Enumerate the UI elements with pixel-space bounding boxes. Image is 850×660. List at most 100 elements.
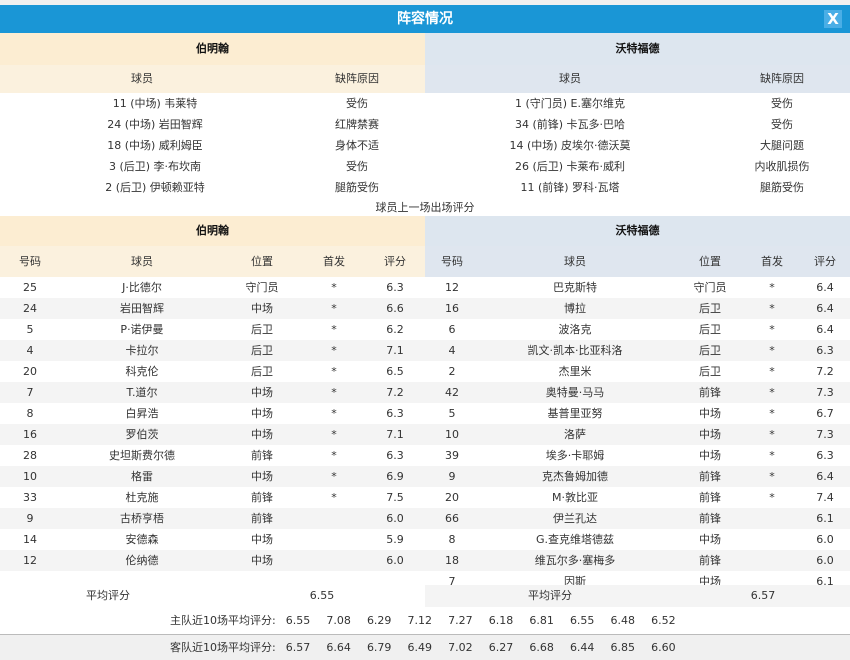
col-reason: 缺阵原因 xyxy=(760,72,804,85)
player-row: 8 G.查克维塔德兹 中场 6.0 xyxy=(425,529,850,550)
player-rating: 6.0 xyxy=(816,554,834,567)
last10-value: 6.60 xyxy=(651,641,676,654)
player-number: 8 xyxy=(26,407,34,420)
player-player: 安德森 xyxy=(125,533,159,546)
player-row: 5 P·诺伊曼 后卫 * 6.2 xyxy=(0,319,425,340)
player-number: 20 xyxy=(23,365,37,378)
last10-value: 6.55 xyxy=(569,614,595,627)
player-rating: 5.9 xyxy=(386,533,404,546)
col-number: 号码 xyxy=(441,255,463,268)
injured-player: 2 (后卫) 伊顿赖亚特 xyxy=(105,181,205,194)
player-starter: * xyxy=(769,281,775,294)
player-rating: 6.3 xyxy=(386,407,404,420)
last10-value: 6.27 xyxy=(488,641,514,654)
player-player: M·敦比亚 xyxy=(552,491,598,504)
player-row: 16 博拉 后卫 * 6.4 xyxy=(425,298,850,319)
player-number: 4 xyxy=(448,344,456,357)
player-starter: * xyxy=(331,344,337,357)
col-starter: 首发 xyxy=(761,255,783,268)
player-position: 中场 xyxy=(251,302,273,315)
player-number: 14 xyxy=(23,533,37,546)
injury-row: 26 (后卫) 卡莱布·威利 内收肌损伤 xyxy=(425,156,850,177)
player-row: 7 T.道尔 中场 * 7.2 xyxy=(0,382,425,403)
player-starter: * xyxy=(769,323,775,336)
last10-value: 6.57 xyxy=(285,641,311,654)
home-last10-row: 主队近10场平均评分: 6.55 7.08 6.29 7.12 7.27 6.18 6.81… xyxy=(0,607,850,635)
player-position: 守门员 xyxy=(245,281,279,294)
last10-value: 6.81 xyxy=(529,614,554,627)
player-rating: 6.2 xyxy=(386,323,404,336)
ratings-title: 球员上一场出场评分 xyxy=(375,201,475,214)
last10-value: 6.48 xyxy=(610,614,636,627)
player-player: 杜克施 xyxy=(125,491,159,504)
player-player: 科克伦 xyxy=(125,365,159,378)
player-rating: 6.0 xyxy=(386,554,404,567)
injured-player: 11 (中场) 韦莱特 xyxy=(112,97,198,110)
home-ratings-header: 号码 球员 位置 首发 评分 xyxy=(0,246,425,277)
player-starter: * xyxy=(331,281,337,294)
player-position: 后卫 xyxy=(699,365,721,378)
last10-label: 主队近10场平均评分: xyxy=(170,614,276,627)
injury-reason: 大腿问题 xyxy=(760,139,804,152)
last10-value: 7.02 xyxy=(448,641,473,654)
player-number: 33 xyxy=(23,491,37,504)
away-team-name: 沃特福德 xyxy=(425,216,850,246)
player-row: 6 波洛克 后卫 * 6.4 xyxy=(425,319,850,340)
player-row: 33 杜克施 前锋 * 7.5 xyxy=(0,487,425,508)
player-rating: 7.1 xyxy=(386,344,404,357)
last10-value: 6.79 xyxy=(366,641,392,654)
player-row: 25 J·比德尔 守门员 * 6.3 xyxy=(0,277,425,298)
player-player: 克杰鲁姆加德 xyxy=(542,470,608,483)
col-reason: 缺阵原因 xyxy=(335,72,379,85)
player-position: 中场 xyxy=(699,449,721,462)
player-player: 卡拉尔 xyxy=(125,344,159,357)
player-number: 10 xyxy=(445,428,459,441)
last10-value: 6.18 xyxy=(488,614,514,627)
player-rating: 6.0 xyxy=(386,512,404,525)
injury-reason: 受伤 xyxy=(771,97,793,110)
injured-player: 24 (中场) 岩田智辉 xyxy=(107,118,203,131)
player-position: 后卫 xyxy=(251,365,273,378)
player-player: 格雷 xyxy=(131,470,153,483)
divider xyxy=(0,634,850,635)
player-position: 中场 xyxy=(699,575,721,588)
player-player: 白昇浩 xyxy=(125,407,159,420)
home-team-name: 伯明翰 xyxy=(0,216,425,246)
player-player: P·诺伊曼 xyxy=(120,323,164,336)
close-button[interactable]: X xyxy=(824,10,842,28)
player-rating: 6.3 xyxy=(386,281,404,294)
player-number: 12 xyxy=(445,281,459,294)
player-rating: 7.1 xyxy=(386,428,404,441)
injury-reason: 受伤 xyxy=(346,97,368,110)
player-row: 5 基普里亚努 中场 * 6.7 xyxy=(425,403,850,424)
away-injury-header: 球员 缺阵原因 xyxy=(425,65,850,93)
top-gap xyxy=(0,0,850,5)
player-player: 伊兰孔达 xyxy=(553,512,597,525)
player-row: 9 克杰鲁姆加德 前锋 * 6.4 xyxy=(425,466,850,487)
player-position: 中场 xyxy=(251,533,273,546)
player-player: 史坦斯费尔德 xyxy=(109,449,175,462)
player-row: 20 科克伦 后卫 * 6.5 xyxy=(0,361,425,382)
last10-value: 6.68 xyxy=(529,641,554,654)
player-row: 24 岩田智辉 中场 * 6.6 xyxy=(0,298,425,319)
player-rating: 7.3 xyxy=(816,428,834,441)
player-position: 后卫 xyxy=(699,344,721,357)
player-position: 前锋 xyxy=(699,491,721,504)
player-number: 24 xyxy=(23,302,37,315)
player-number: 9 xyxy=(448,470,456,483)
injury-row: 11 (前锋) 罗科·瓦塔 腿筋受伤 xyxy=(425,177,850,198)
player-starter: * xyxy=(769,491,775,504)
col-player: 球员 xyxy=(564,255,586,268)
player-position: 后卫 xyxy=(699,323,721,336)
player-rating: 7.2 xyxy=(386,386,404,399)
player-starter: * xyxy=(769,428,775,441)
player-number: 16 xyxy=(23,428,37,441)
last10-value: 6.64 xyxy=(326,641,351,654)
player-position: 前锋 xyxy=(699,386,721,399)
col-starter: 首发 xyxy=(323,255,345,268)
player-row: 7 因斯 中场 6.1 xyxy=(425,571,850,592)
injured-player: 18 (中场) 威利姆臣 xyxy=(107,139,203,152)
last10-value: 6.49 xyxy=(407,641,433,654)
player-player: 洛萨 xyxy=(564,428,586,441)
player-number: 8 xyxy=(448,533,456,546)
